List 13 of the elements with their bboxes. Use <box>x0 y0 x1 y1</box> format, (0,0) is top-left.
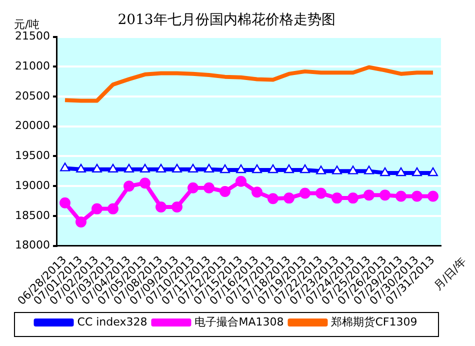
y-tick-label: 19000 <box>14 178 50 192</box>
y-tick-label: 20000 <box>14 119 50 132</box>
y-tick-label: 20500 <box>14 89 50 102</box>
legend-label: 郑棉期货CF1309 <box>331 315 418 328</box>
y-tick-label: 18000 <box>14 238 50 252</box>
legend-label: CC index328 <box>77 315 148 328</box>
y-axis-title: 元/吨 <box>14 18 40 32</box>
chart-title: 2013年七月份国内棉花价格走势图 <box>118 12 336 28</box>
y-tick-label: 19500 <box>14 149 50 162</box>
legend-label: 电子撮合MA1308 <box>194 315 284 328</box>
y-tick-label: 21500 <box>14 30 50 43</box>
y-tick-label: 18500 <box>14 208 50 222</box>
y-tick-label: 21000 <box>14 60 50 73</box>
